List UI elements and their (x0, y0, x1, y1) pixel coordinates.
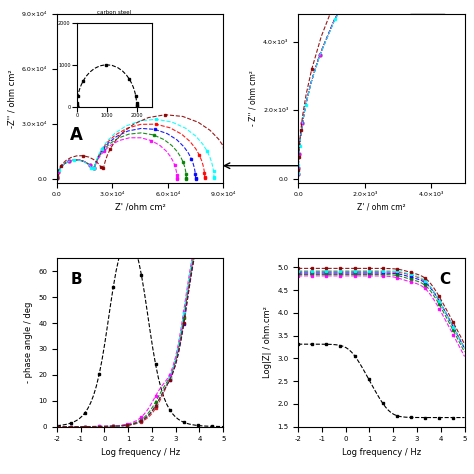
X-axis label: Z' / ohm cm²: Z' / ohm cm² (357, 203, 406, 212)
Y-axis label: Log|Z| / ohm.cm²: Log|Z| / ohm.cm² (263, 307, 272, 378)
Text: B: B (70, 272, 82, 286)
Y-axis label: - phase angle / deg: - phase angle / deg (24, 302, 33, 383)
Text: A: A (70, 127, 83, 145)
Y-axis label: -Z'' / ohm cm²: -Z'' / ohm cm² (7, 69, 16, 128)
Y-axis label: - Z'' / ohm cm²: - Z'' / ohm cm² (248, 71, 257, 126)
Text: C: C (439, 272, 451, 286)
Legend: 3hrs, 4hrs, 5hrs, 8hrs, 24hrs, 48hrs: 3hrs, 4hrs, 5hrs, 8hrs, 24hrs, 48hrs (410, 14, 445, 62)
X-axis label: Log frequency / Hz: Log frequency / Hz (342, 448, 421, 457)
X-axis label: Log frequency / Hz: Log frequency / Hz (100, 448, 180, 457)
X-axis label: Z' /ohm cm²: Z' /ohm cm² (115, 203, 165, 212)
